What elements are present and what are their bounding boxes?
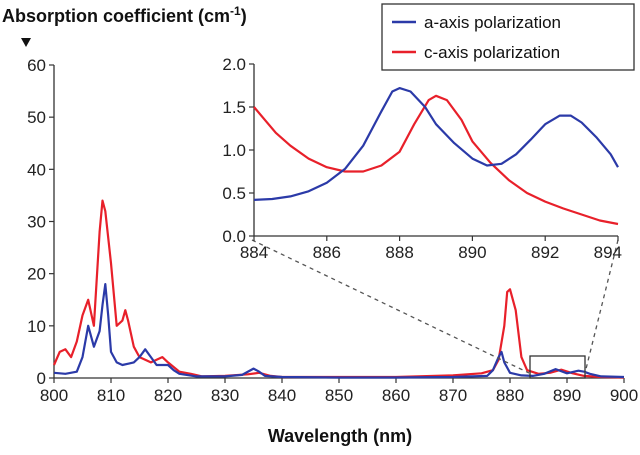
legend-label-c: c-axis polarization <box>424 43 560 62</box>
main-series-group <box>52 199 625 379</box>
y-tick-label: 20 <box>27 265 46 284</box>
inset-x-tick-label: 884 <box>240 243 268 262</box>
inset-chart: 884 886 888 890 892 894 0.0 0.5 1.0 1.5 2.0 <box>222 55 622 262</box>
inset-x-tick-label: 886 <box>313 243 341 262</box>
y-tick-label: 10 <box>27 317 46 336</box>
x-tick-label: 810 <box>97 386 125 405</box>
x-tick-label: 840 <box>268 386 296 405</box>
y-axis-title-close: ) <box>241 6 247 26</box>
x-tick-label: 830 <box>211 386 239 405</box>
zoom-connector-right <box>584 239 619 374</box>
inset-series-line-a-axis <box>253 87 619 201</box>
x-tick-label: 820 <box>154 386 182 405</box>
x-tick-label: 860 <box>382 386 410 405</box>
y-axis-title: Absorption coefficient (cm-1) <box>2 4 247 26</box>
x-tick-label: 800 <box>40 386 68 405</box>
series-line-a-axis <box>53 283 625 379</box>
series-line-c-axis <box>52 199 625 379</box>
inset-y-tick-label: 2.0 <box>222 55 246 74</box>
y-tick-label: 50 <box>27 108 46 127</box>
y-tick-label: 40 <box>27 160 46 179</box>
legend-box <box>381 3 635 71</box>
zoom-connector-left <box>251 239 530 374</box>
inset-y-tick-label: 0.0 <box>222 227 246 246</box>
x-tick-label: 900 <box>610 386 638 405</box>
y-tick-label: 0 <box>37 369 46 388</box>
x-axis-title: Wavelength (nm) <box>268 426 412 446</box>
y-tick-label: 60 <box>27 56 46 75</box>
inset-x-tick-label: 892 <box>531 243 559 262</box>
inset-y-tick-label: 1.0 <box>222 141 246 160</box>
x-tick-label: 870 <box>439 386 467 405</box>
y-axis-title-main: Absorption coefficient (cm <box>2 6 230 26</box>
inset-y-tick-label: 1.5 <box>222 98 246 117</box>
down-arrow-icon <box>21 38 31 47</box>
inset-x-tick-label: 894 <box>594 243 622 262</box>
y-axis-title-superscript: -1 <box>230 4 241 18</box>
legend: a-axis polarization c-axis polarization <box>381 3 635 71</box>
inset-x-tick-label: 888 <box>385 243 413 262</box>
inset-background <box>254 64 618 236</box>
y-tick-label: 30 <box>27 213 46 232</box>
inset-x-tick-label: 890 <box>458 243 486 262</box>
legend-label-a: a-axis polarization <box>424 13 561 32</box>
x-tick-label: 880 <box>496 386 524 405</box>
main-axes: 800 810 820 830 840 850 860 870 880 890 900 0 10 20 30… <box>27 56 638 405</box>
inset-y-tick-label: 0.5 <box>222 184 246 203</box>
x-tick-label: 850 <box>325 386 353 405</box>
inset-series-line-c-axis <box>253 94 619 226</box>
x-tick-label: 890 <box>553 386 581 405</box>
zoom-region-box <box>529 355 586 379</box>
